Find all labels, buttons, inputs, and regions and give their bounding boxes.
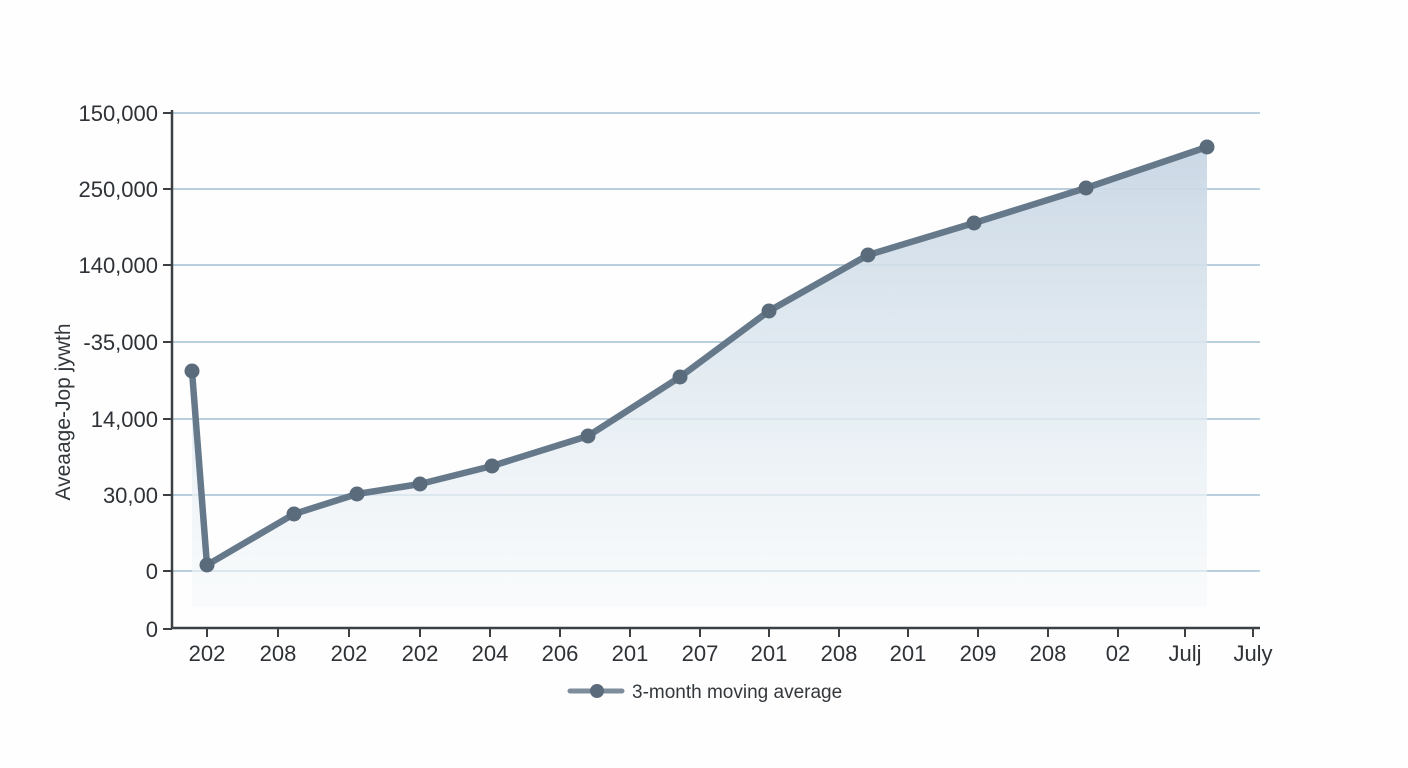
data-point-marker — [672, 369, 688, 385]
y-axis-title: Aveaage-Jop jywth — [52, 323, 75, 500]
x-tick-label: 201 — [890, 641, 927, 666]
data-point-marker — [484, 458, 500, 474]
data-point-marker — [1078, 180, 1094, 196]
x-tick-label: 202 — [331, 641, 368, 666]
x-tick-label: 202 — [402, 641, 439, 666]
data-point-marker — [580, 428, 596, 444]
data-point-marker — [860, 247, 876, 263]
y-tick-label: 250,000 — [78, 177, 158, 202]
x-tick-label: July — [1233, 641, 1272, 666]
x-tick-label: 208 — [1030, 641, 1067, 666]
x-tick-label: 208 — [821, 641, 858, 666]
area-fill — [192, 147, 1207, 607]
data-point-marker — [349, 486, 365, 502]
legend-label: 3-month moving average — [632, 682, 842, 703]
x-tick-label: 201 — [751, 641, 788, 666]
data-point-marker — [1199, 139, 1215, 155]
x-tick-label: 201 — [612, 641, 649, 666]
y-tick-label: 30,00 — [103, 483, 158, 508]
x-tick-label: 204 — [472, 641, 509, 666]
data-point-marker — [286, 506, 302, 522]
x-tick-label: 02 — [1106, 641, 1130, 666]
legend-marker-icon — [590, 684, 604, 698]
y-tick-label: 14,000 — [91, 407, 158, 432]
y-tick-label: 0 — [146, 617, 158, 642]
x-tick-label: 207 — [682, 641, 719, 666]
x-tick-label: Julj — [1168, 641, 1201, 666]
data-point-marker — [966, 215, 982, 231]
y-tick-label: 0 — [146, 559, 158, 584]
data-point-marker — [412, 476, 428, 492]
x-tick-label: 208 — [260, 641, 297, 666]
y-tick-label: -35,000 — [83, 330, 158, 355]
data-point-marker — [761, 303, 777, 319]
y-tick-label: 150,000 — [78, 101, 158, 126]
data-point-marker — [199, 557, 215, 573]
x-tick-label: 209 — [960, 641, 997, 666]
x-tick-label: 202 — [189, 641, 226, 666]
data-point-marker — [184, 363, 200, 379]
y-tick-label: 140,000 — [78, 253, 158, 278]
x-tick-label: 206 — [542, 641, 579, 666]
